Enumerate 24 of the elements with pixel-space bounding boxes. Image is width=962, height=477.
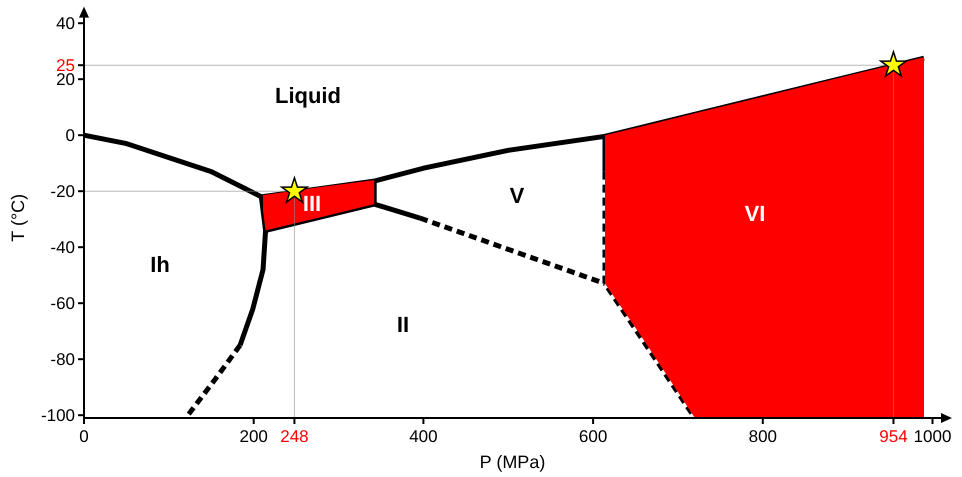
x-tick-label: 600 — [578, 427, 608, 446]
y-tick-label: -60 — [50, 294, 75, 314]
y-tick-label: -100 — [40, 406, 75, 426]
y-axis-title: T (°C) — [8, 194, 28, 242]
y-tick-label: 20 — [56, 70, 75, 90]
ref-line-label: 248 — [280, 427, 309, 446]
annotation: Liquid — [275, 82, 341, 108]
y-tick-label: 0 — [66, 126, 75, 146]
y-tick-label: -20 — [50, 182, 75, 202]
y-tick-label: -80 — [50, 350, 75, 370]
x-tick-label: 0 — [79, 427, 89, 446]
x-tick-label: 400 — [409, 427, 438, 446]
annotation: VI — [744, 200, 766, 226]
y-tick-label: 40 — [56, 14, 75, 34]
annotation: III — [302, 190, 322, 216]
ref-line-label: 954 — [879, 427, 908, 446]
y-tick-label: -40 — [50, 238, 75, 258]
annotation: V — [510, 182, 525, 208]
annotation: Ih — [150, 252, 170, 277]
x-axis-title: P (MPa) — [480, 452, 546, 472]
x-tick-label: 800 — [748, 427, 777, 446]
x-tick-label: 1000 — [914, 427, 952, 446]
x-tick-label: 200 — [240, 427, 268, 446]
annotation: II — [396, 312, 410, 337]
